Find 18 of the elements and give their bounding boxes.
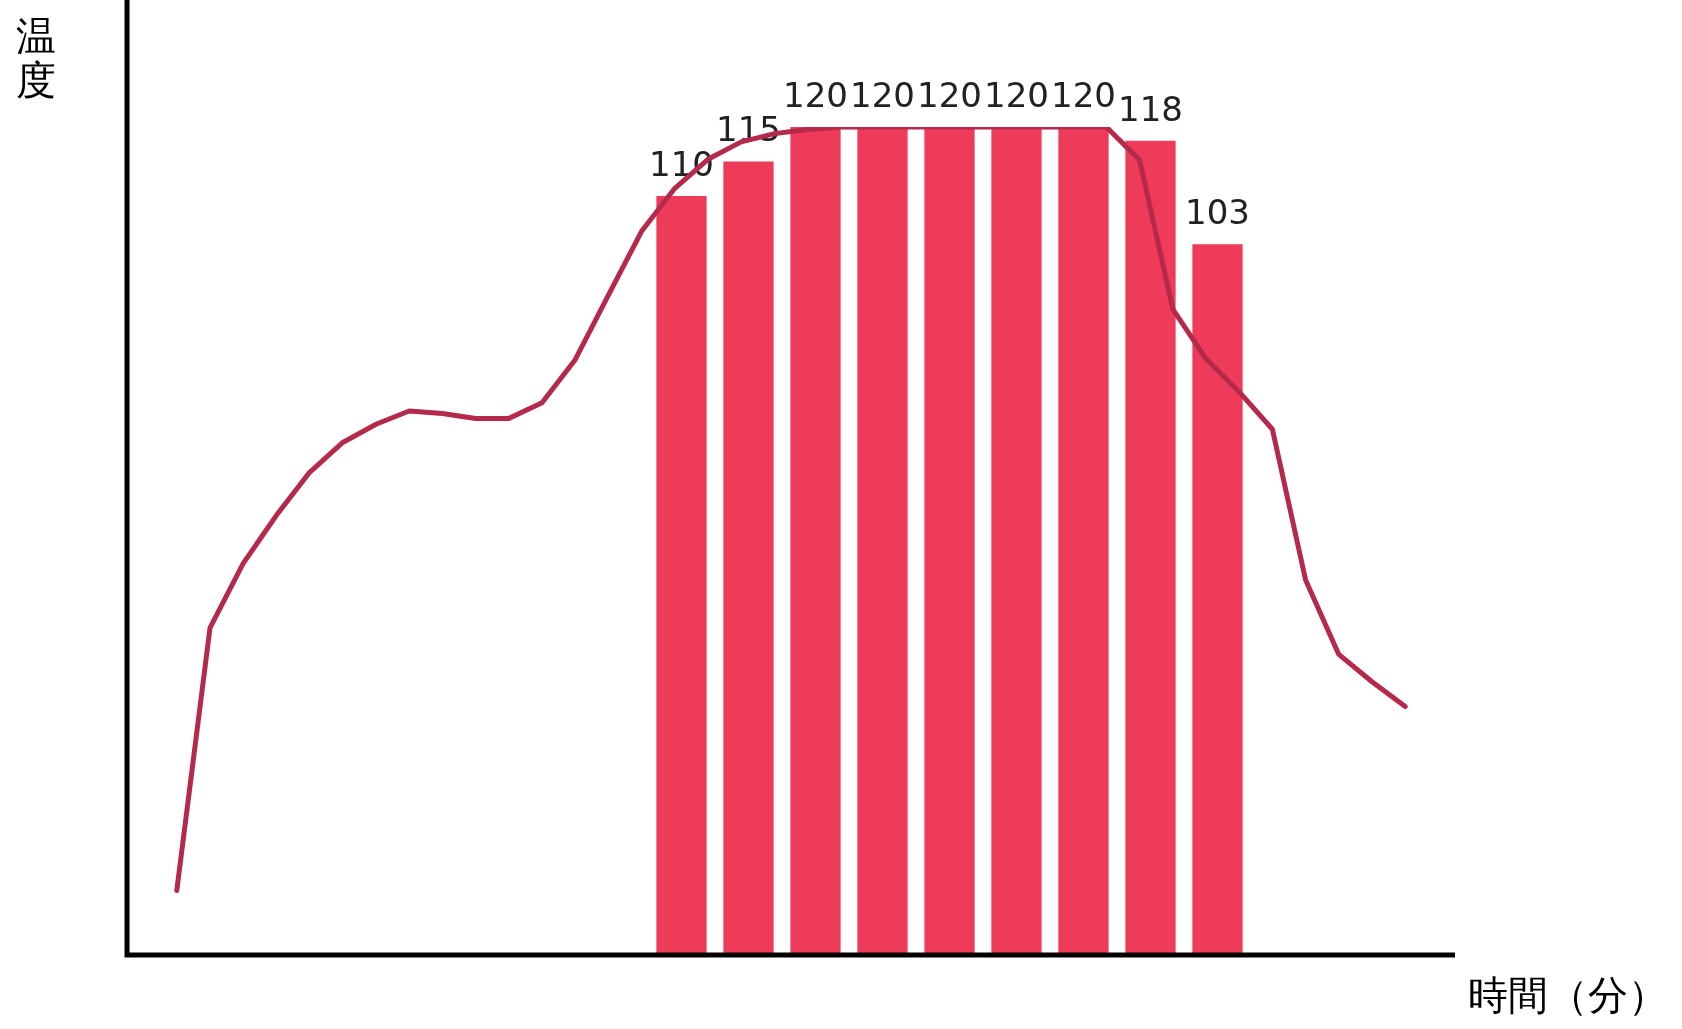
x-axis-title: 時間（分） — [1468, 971, 1668, 1020]
bar — [656, 196, 707, 955]
data-label: 103 — [1185, 192, 1250, 233]
bar — [1125, 140, 1176, 955]
data-label: 120 — [850, 74, 915, 115]
bar — [1058, 127, 1109, 955]
bar — [924, 127, 975, 955]
bar — [857, 127, 908, 955]
data-label: 120 — [984, 74, 1049, 115]
bar — [790, 127, 841, 955]
data-label: 120 — [783, 74, 848, 115]
data-label: 120 — [1051, 74, 1116, 115]
y-axis-title: 温度 — [15, 13, 57, 103]
bar — [1192, 244, 1243, 955]
bar — [723, 161, 774, 955]
data-label: 120 — [917, 74, 982, 115]
bar — [991, 127, 1042, 955]
data-label: 118 — [1118, 88, 1183, 129]
